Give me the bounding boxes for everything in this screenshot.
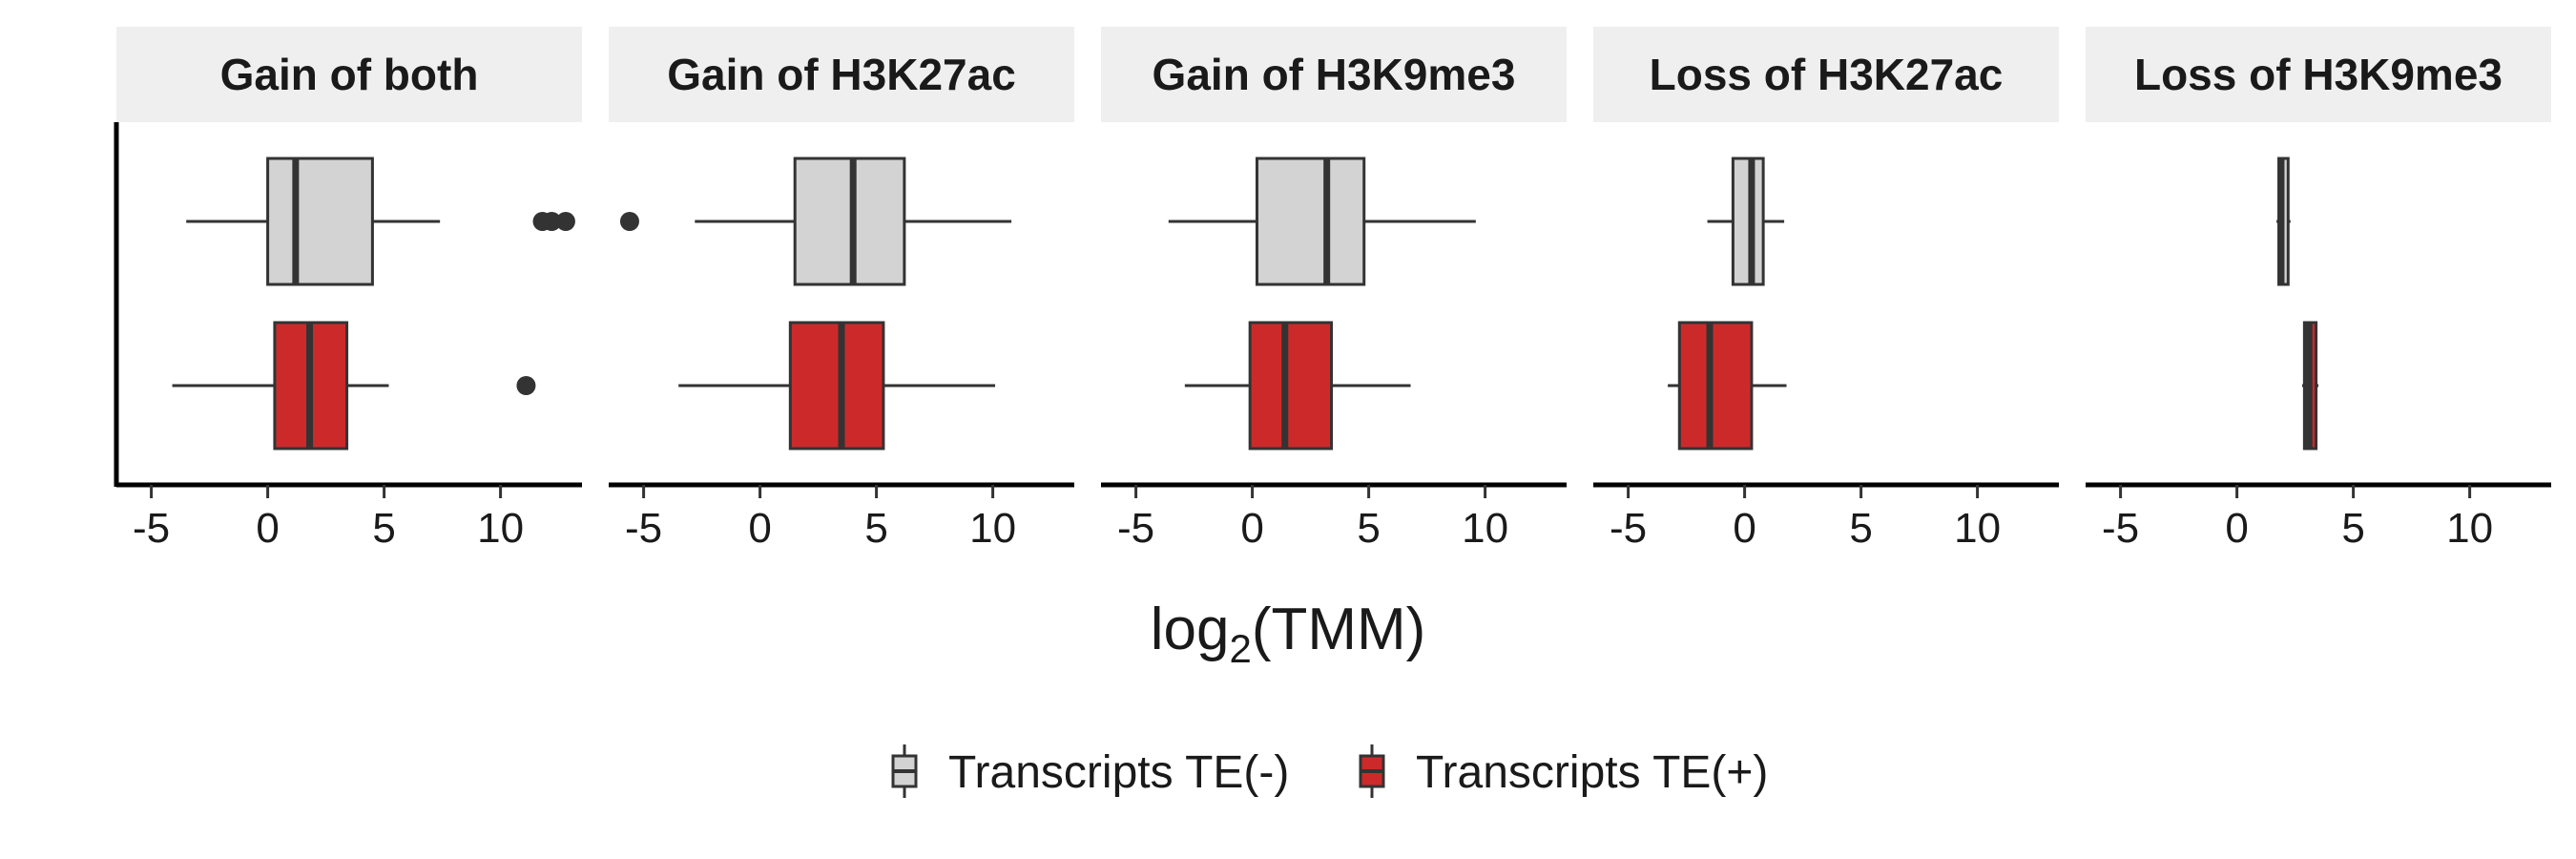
facet-strip [609, 27, 1074, 122]
outlier-point [555, 212, 575, 231]
legend-label: Transcripts TE(-) [948, 747, 1289, 798]
box-te-plus [1668, 321, 1787, 450]
box-te-minus [186, 157, 575, 286]
x-tick-label: 10 [2446, 505, 2493, 552]
x-tick-label: 5 [864, 505, 887, 552]
x-tick-label: 5 [372, 505, 395, 552]
box-te-plus [1184, 321, 1411, 450]
x-tick-label: 5 [2341, 505, 2364, 552]
x-tick-label: -5 [1117, 505, 1154, 552]
iqr-box [266, 157, 374, 286]
box-te-minus [2276, 157, 2291, 286]
box-te-plus [172, 321, 536, 450]
x-tick-label: 0 [1240, 505, 1263, 552]
facet-panel: Gain of H3K27ac -5 0 5 10 [609, 27, 1074, 552]
box-te-minus [1168, 157, 1476, 286]
facet-panel: Gain of H3K9me3 -5 0 5 10 [1101, 27, 1567, 552]
x-axis-title-base: log [1151, 597, 1230, 662]
facet-strip [1593, 27, 2059, 122]
iqr-box [1731, 157, 1765, 286]
x-tick-label: 5 [1357, 505, 1380, 552]
iqr-box [788, 321, 885, 450]
iqr-box [1248, 321, 1334, 450]
x-tick-label: 10 [1462, 505, 1508, 552]
facet-strip-label: Loss of H3K27ac [1650, 50, 2004, 99]
facet-strip-label: Gain of H3K9me3 [1153, 50, 1516, 99]
facet-panel: Loss of H3K9me3 -5 0 5 10 [2086, 27, 2551, 552]
outlier-point [542, 212, 562, 231]
facet-strip-label: Gain of both [220, 50, 479, 99]
legend-label: Transcripts TE(+) [1416, 747, 1768, 798]
facet-strip-label: Loss of H3K9me3 [2134, 50, 2503, 99]
x-tick-label: 0 [256, 505, 279, 552]
x-tick-label: 0 [2225, 505, 2248, 552]
x-tick-label: 10 [969, 505, 1016, 552]
iqr-box [1255, 157, 1366, 286]
x-tick-label: 10 [1954, 505, 2001, 552]
x-tick-label: 0 [748, 505, 771, 552]
box-te-minus [619, 157, 1012, 286]
box-te-plus [678, 321, 996, 450]
legend: Transcripts TE(-) Transcripts TE(+) [891, 744, 1768, 798]
x-axis-title: log2(TMM) [1151, 597, 1426, 671]
box-te-plus [2301, 321, 2318, 450]
x-tick-label: -5 [1610, 505, 1647, 552]
x-tick-label: -5 [2102, 505, 2139, 552]
facet-panel: Loss of H3K27ac -5 0 5 10 [1593, 27, 2059, 552]
iqr-box [1677, 321, 1754, 450]
facet-strip-label: Gain of H3K27ac [667, 50, 1016, 99]
x-axis-title-subscript: 2 [1229, 626, 1251, 671]
facet-strip [116, 27, 582, 122]
x-tick-label: 10 [477, 505, 524, 552]
iqr-box [793, 157, 906, 286]
legend-item: Transcripts TE(-) [891, 744, 1289, 798]
facet-strip [2086, 27, 2551, 122]
facet-strip [1101, 27, 1567, 122]
x-tick-label: -5 [133, 505, 170, 552]
x-axis-title-argument: (TMM) [1252, 597, 1425, 662]
box-te-minus [1707, 157, 1785, 286]
legend-item: Transcripts TE(+) [1359, 744, 1768, 798]
x-tick-label: -5 [625, 505, 662, 552]
x-tick-label: 5 [1849, 505, 1872, 552]
x-tick-label: 0 [1733, 505, 1755, 552]
outlier-point [619, 212, 639, 231]
facet-panel: Gain of both -5 0 5 10 [114, 27, 582, 552]
outlier-point [516, 376, 536, 395]
